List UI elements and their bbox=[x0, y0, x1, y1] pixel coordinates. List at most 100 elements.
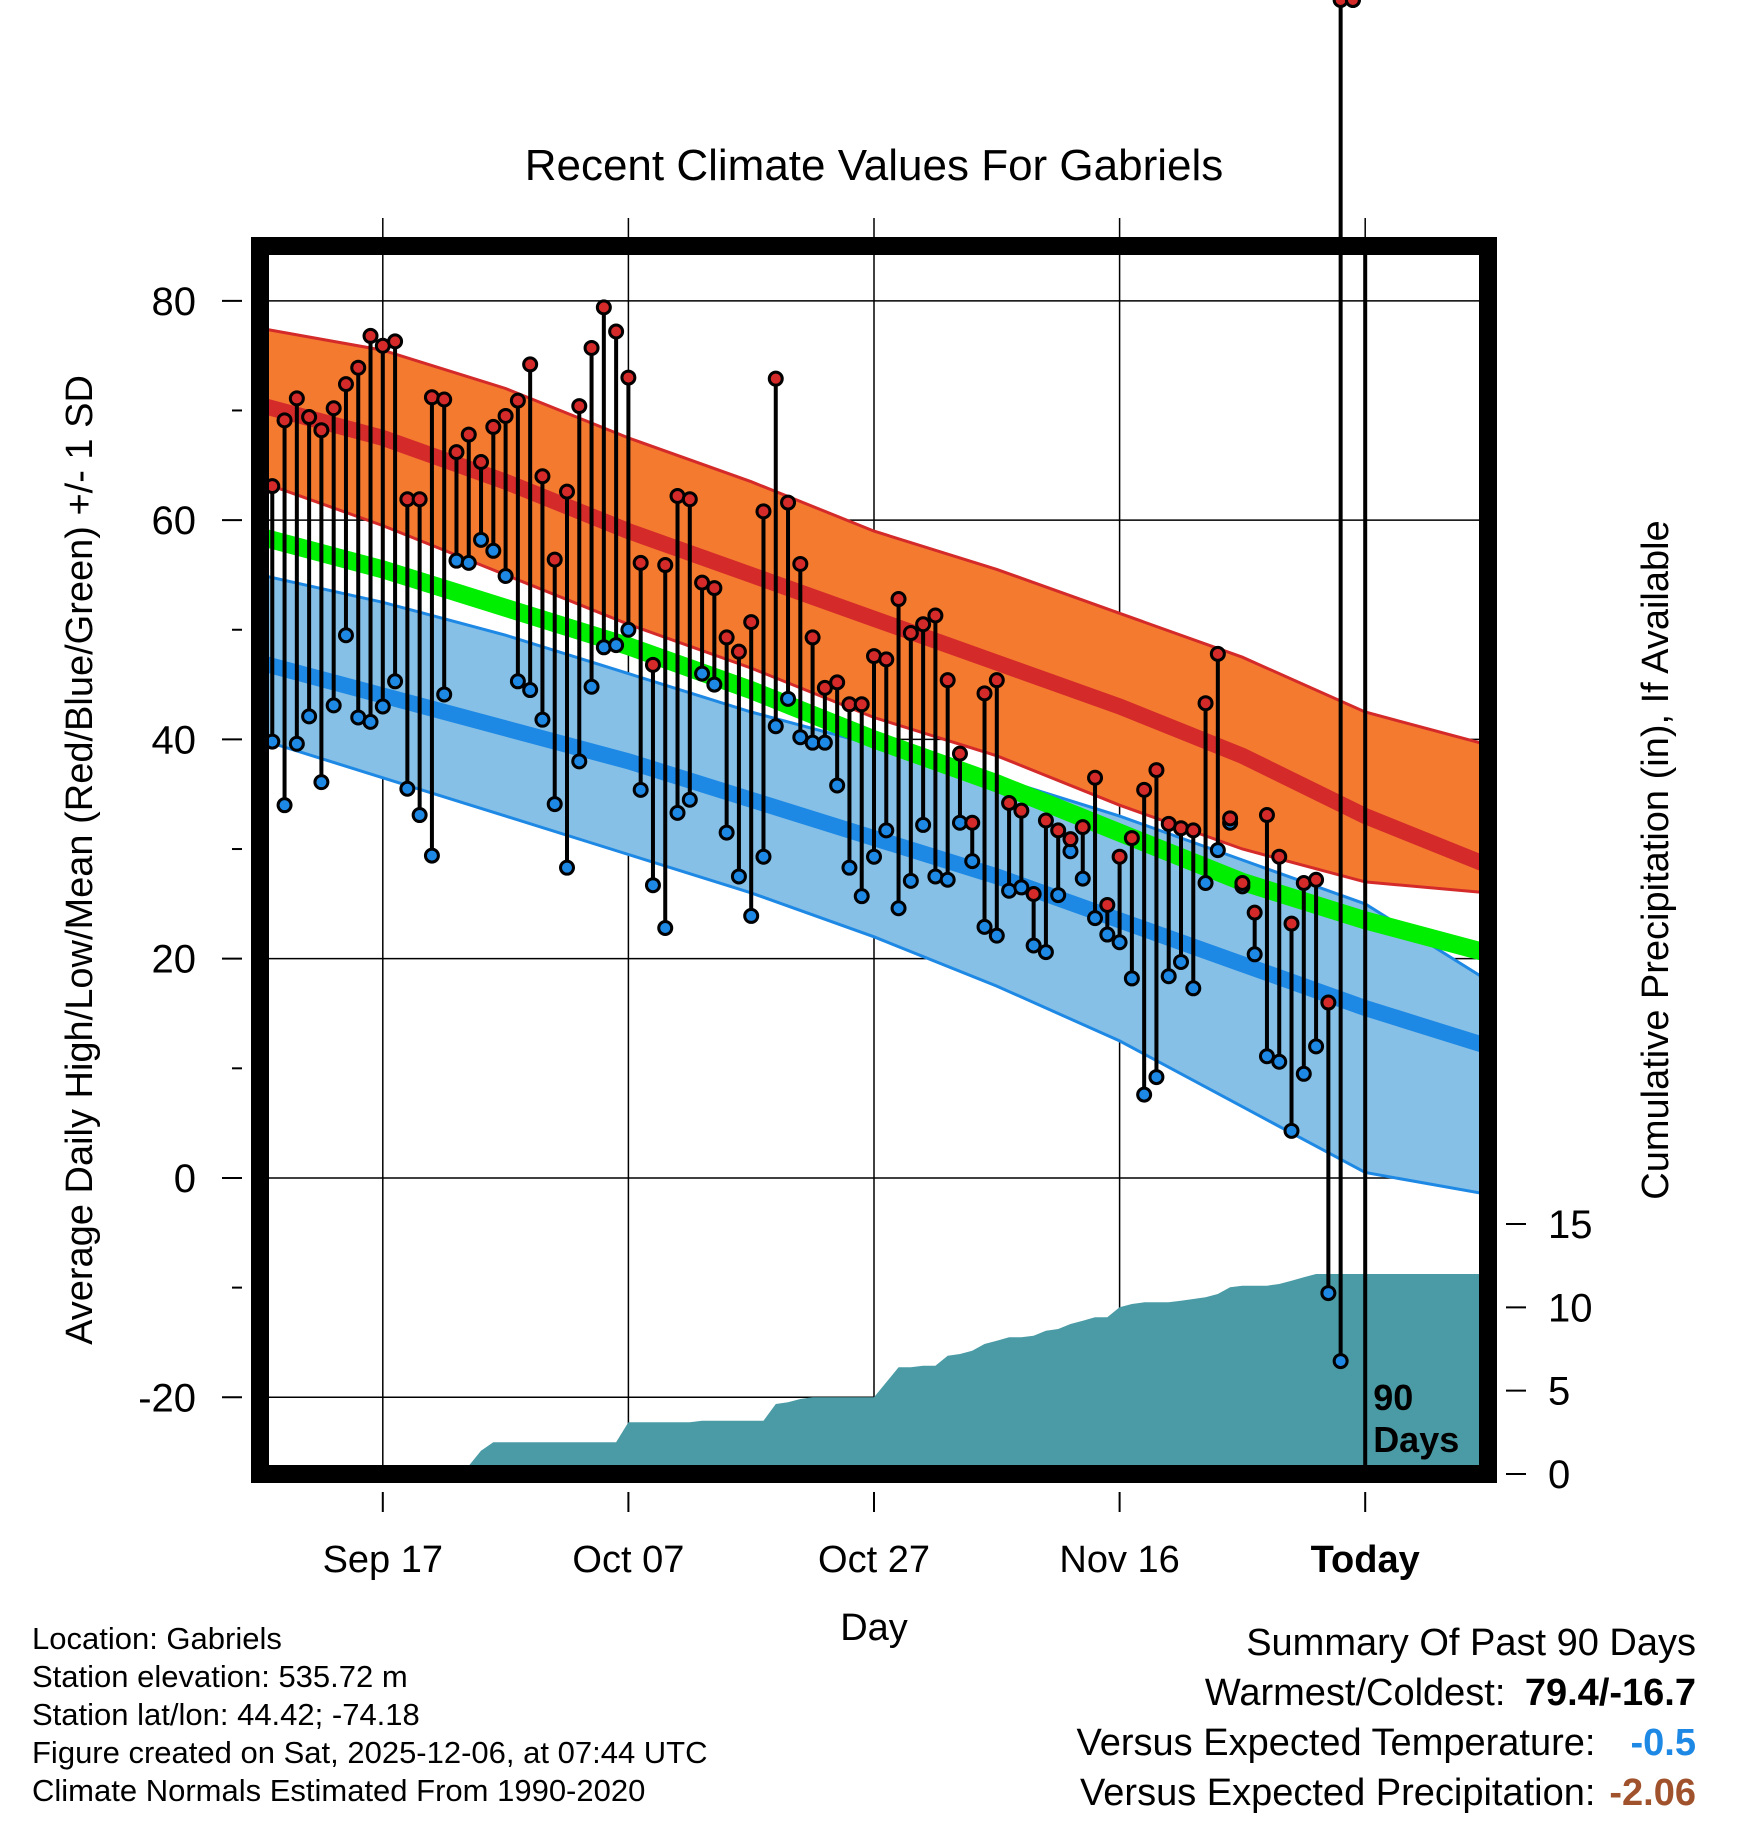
low-point bbox=[890, 900, 907, 917]
high-point bbox=[571, 398, 588, 415]
high-point bbox=[595, 299, 612, 316]
low-point bbox=[829, 777, 846, 794]
high-point bbox=[1087, 769, 1104, 786]
high-point bbox=[411, 491, 428, 508]
x-tick-label: Oct 27 bbox=[818, 1539, 930, 1581]
low-point bbox=[878, 822, 895, 839]
high-point bbox=[730, 643, 747, 660]
low-point bbox=[780, 690, 797, 707]
high-point bbox=[829, 674, 846, 691]
low-point bbox=[853, 888, 870, 905]
low-point bbox=[374, 698, 391, 715]
low-point bbox=[1123, 970, 1140, 987]
low-point bbox=[902, 872, 919, 889]
high-point bbox=[1308, 871, 1325, 888]
high-point bbox=[1001, 794, 1018, 811]
high-point bbox=[522, 356, 539, 373]
high-point bbox=[743, 614, 760, 631]
info-latlon: Station lat/lon: 44.42; -74.18 bbox=[32, 1697, 420, 1732]
summary-title: Summary Of Past 90 Days bbox=[1246, 1622, 1696, 1664]
high-point bbox=[755, 503, 772, 520]
high-point bbox=[988, 672, 1005, 689]
low-point bbox=[497, 568, 514, 585]
high-point bbox=[767, 370, 784, 387]
low-point bbox=[583, 678, 600, 695]
y-tick-label: 0 bbox=[174, 1157, 196, 1201]
x-axis-label: Day bbox=[840, 1607, 908, 1649]
high-point bbox=[337, 376, 354, 393]
low-point bbox=[423, 847, 440, 864]
high-point bbox=[706, 580, 723, 597]
low-point bbox=[767, 718, 784, 735]
high-point bbox=[1344, 0, 1361, 8]
low-point bbox=[939, 871, 956, 888]
low-point bbox=[460, 554, 477, 571]
high-point bbox=[534, 468, 551, 485]
low-point bbox=[1246, 946, 1263, 963]
low-point bbox=[816, 734, 833, 751]
high-point bbox=[546, 551, 563, 568]
low-point bbox=[559, 859, 575, 876]
high-point bbox=[681, 491, 698, 508]
x-tick-label: Oct 07 bbox=[572, 1539, 684, 1581]
high-point bbox=[1037, 812, 1054, 829]
low-point bbox=[387, 673, 404, 690]
high-point bbox=[460, 426, 477, 443]
low-point bbox=[1271, 1053, 1288, 1070]
low-point bbox=[1295, 1065, 1312, 1082]
high-point bbox=[1025, 885, 1042, 902]
low-point bbox=[571, 753, 588, 770]
low-point bbox=[706, 676, 723, 693]
station-info: Location: Gabriels Station elevation: 53… bbox=[32, 1620, 708, 1810]
low-point bbox=[595, 639, 612, 656]
high-point bbox=[939, 672, 956, 689]
high-point bbox=[1099, 896, 1116, 913]
high-point bbox=[804, 629, 821, 646]
precip-label: Versus Expected Precipitation: bbox=[1080, 1772, 1596, 1814]
low-point bbox=[1209, 842, 1226, 859]
low-point bbox=[1160, 968, 1177, 985]
high-point bbox=[1074, 819, 1091, 836]
y-tick-label: -20 bbox=[138, 1376, 196, 1420]
low-point bbox=[1197, 875, 1214, 892]
low-point bbox=[534, 711, 551, 728]
low-point bbox=[362, 713, 379, 730]
today-days-label: Days bbox=[1373, 1419, 1459, 1460]
high-point bbox=[1013, 802, 1030, 819]
low-point bbox=[976, 918, 993, 935]
high-point bbox=[485, 418, 502, 435]
low-point bbox=[1332, 1353, 1349, 1370]
y2-tick-label: 10 bbox=[1548, 1286, 1593, 1330]
high-point bbox=[1234, 875, 1251, 892]
low-point bbox=[1111, 934, 1128, 951]
high-point bbox=[1197, 695, 1214, 712]
temp-label: Versus Expected Temperature: bbox=[1076, 1722, 1596, 1764]
summary-temp: Versus Expected Temperature: -0.5 bbox=[1077, 1718, 1696, 1768]
high-point bbox=[951, 745, 968, 762]
info-location: Location: Gabriels bbox=[32, 1621, 282, 1656]
high-point bbox=[620, 369, 637, 386]
y2-tick-label: 5 bbox=[1548, 1370, 1570, 1414]
low-point bbox=[1099, 926, 1116, 943]
high-point bbox=[473, 453, 490, 470]
high-point bbox=[1136, 781, 1153, 798]
high-point bbox=[608, 323, 625, 340]
high-point bbox=[878, 651, 895, 668]
daily-range-bars bbox=[252, 0, 1361, 1370]
high-point bbox=[1123, 830, 1140, 847]
low-point bbox=[1283, 1122, 1300, 1139]
high-point bbox=[1111, 848, 1128, 865]
high-point bbox=[632, 554, 649, 571]
x-tick-label: Sep 17 bbox=[323, 1539, 443, 1581]
high-point bbox=[301, 409, 318, 426]
low-point bbox=[694, 665, 711, 682]
high-point bbox=[902, 625, 919, 642]
precipitation-area bbox=[260, 1274, 1488, 1474]
low-point bbox=[1185, 980, 1202, 997]
high-point bbox=[509, 392, 526, 409]
low-point bbox=[522, 682, 539, 699]
high-point bbox=[276, 412, 293, 429]
axes: -20 0 20 40 60 80 0 5 10 15 Sep 17 Oct 07 Oct 27 Nov … bbox=[138, 280, 1592, 1581]
low-point bbox=[1173, 953, 1189, 970]
high-point bbox=[915, 616, 932, 633]
